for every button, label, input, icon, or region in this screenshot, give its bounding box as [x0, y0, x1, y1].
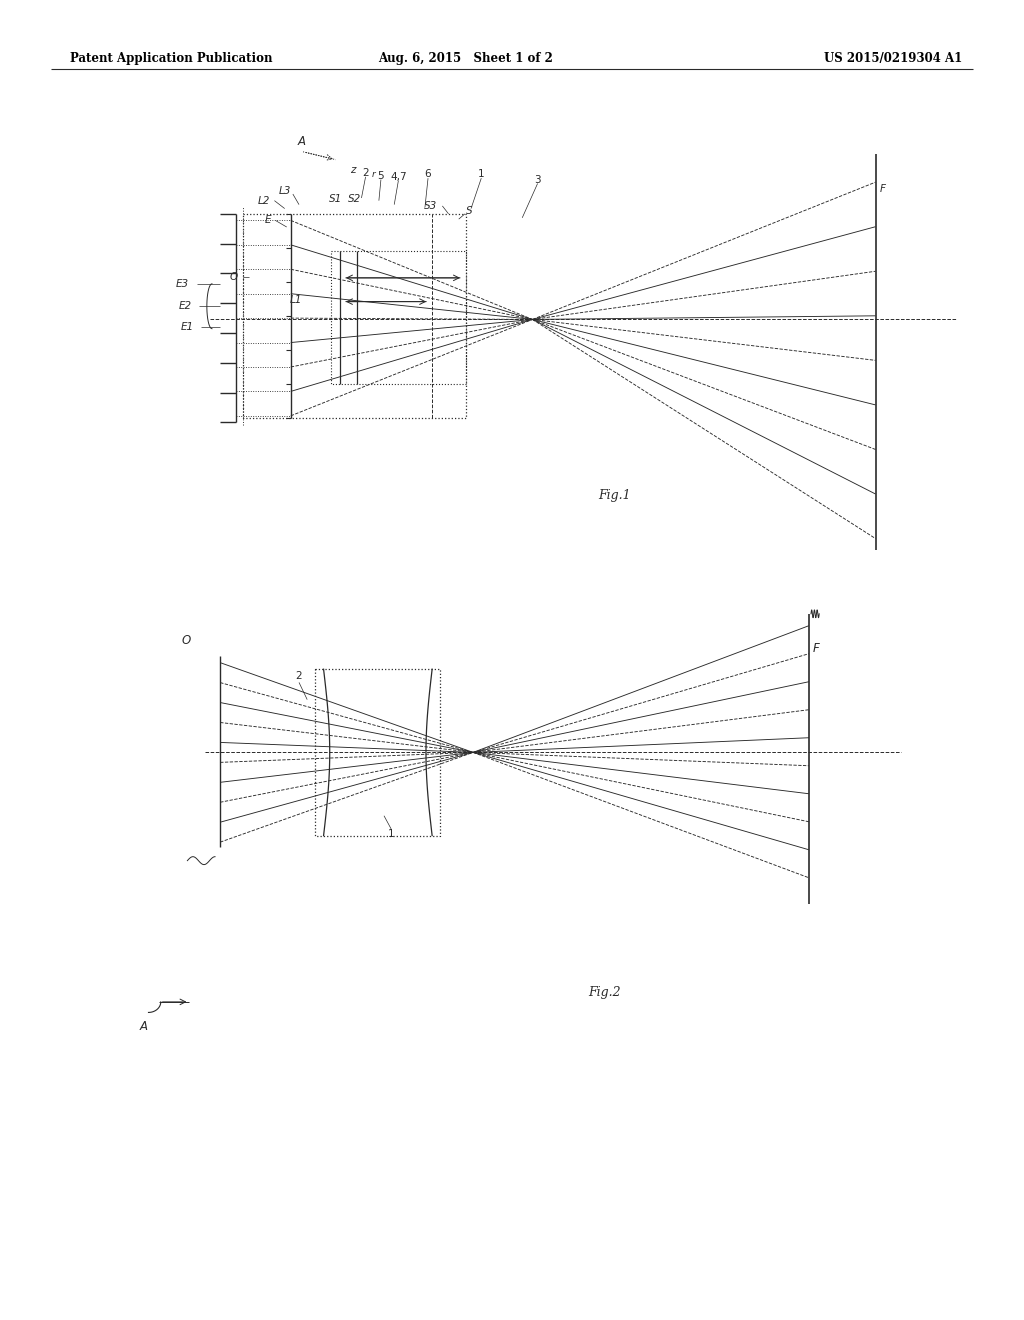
- Text: F: F: [813, 642, 819, 655]
- Bar: [331, 251, 466, 384]
- Text: O: O: [181, 634, 191, 647]
- Text: E: E: [265, 215, 271, 226]
- Text: 3: 3: [535, 174, 541, 185]
- Text: L1: L1: [290, 294, 302, 305]
- Text: E1: E1: [181, 322, 194, 333]
- Text: A: A: [298, 135, 306, 148]
- Text: E3: E3: [176, 279, 188, 289]
- Bar: [243, 214, 466, 418]
- Text: US 2015/0219304 A1: US 2015/0219304 A1: [824, 51, 963, 65]
- Text: 1: 1: [388, 829, 394, 840]
- Text: F: F: [880, 183, 886, 194]
- Text: r: r: [372, 170, 376, 178]
- Text: A: A: [139, 1020, 147, 1034]
- Text: L3: L3: [279, 186, 291, 197]
- Text: Fig.2: Fig.2: [588, 986, 621, 999]
- Text: S: S: [466, 206, 472, 216]
- Text: Aug. 6, 2015   Sheet 1 of 2: Aug. 6, 2015 Sheet 1 of 2: [379, 51, 553, 65]
- Text: S1: S1: [330, 194, 342, 205]
- Text: 2: 2: [296, 671, 302, 681]
- Text: S2: S2: [348, 194, 360, 205]
- Text: 2: 2: [362, 168, 369, 178]
- Text: E2: E2: [179, 301, 191, 312]
- Text: 5: 5: [378, 170, 384, 181]
- Text: O: O: [229, 272, 238, 282]
- Text: 1: 1: [478, 169, 484, 180]
- Text: S3: S3: [424, 201, 436, 211]
- Bar: [315, 669, 440, 836]
- Text: 4,7: 4,7: [390, 172, 407, 182]
- Text: L2: L2: [258, 195, 270, 206]
- Text: Fig.1: Fig.1: [598, 488, 631, 502]
- Text: z: z: [350, 165, 356, 176]
- Text: 6: 6: [425, 169, 431, 180]
- Text: Patent Application Publication: Patent Application Publication: [70, 51, 272, 65]
